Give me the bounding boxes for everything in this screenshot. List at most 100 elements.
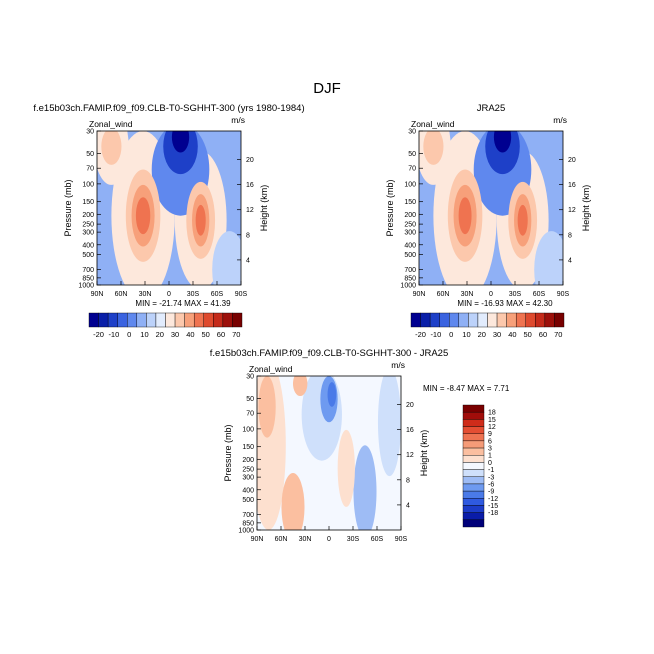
field-contour-12 xyxy=(195,204,206,236)
y-tick-label: 700 xyxy=(242,512,254,519)
x-tick-label: 0 xyxy=(489,291,493,298)
colorbar-swatch xyxy=(477,312,488,328)
field-contour-14 xyxy=(212,231,241,285)
panel-title: f.e15b03ch.FAMIP.f09_f09.CLB-T0-SGHHT-30… xyxy=(210,348,449,359)
colorbar-swatch xyxy=(462,469,485,477)
y-tick-label: 30 xyxy=(408,129,416,136)
colorbar-swatch xyxy=(127,312,138,328)
height-axis-label: Height (km) xyxy=(419,430,429,477)
x-tick-label: 30S xyxy=(347,536,360,543)
colorbar-label: 10 xyxy=(140,330,148,339)
x-tick-label: 0 xyxy=(167,291,171,298)
y-tick-label: 50 xyxy=(86,151,94,158)
y-tick-label: 70 xyxy=(86,166,94,173)
x-tick-label: 30N xyxy=(299,536,312,543)
field-contour-13 xyxy=(101,131,122,165)
x-tick-label: 90S xyxy=(557,291,570,298)
x-tick-label: 90N xyxy=(251,536,264,543)
field-contour-6 xyxy=(353,445,377,530)
colorbar-label: -20 xyxy=(415,330,426,339)
field-contour-6 xyxy=(171,131,190,153)
figure-title: DJF xyxy=(313,80,341,97)
height-tick-label: 20 xyxy=(406,402,414,409)
field-contour-10 xyxy=(377,376,401,477)
chart-panel-1: f.e15b03ch.FAMIP.f09_f09.CLB-T0-SGHHT-30… xyxy=(33,103,304,339)
colorbar-swatch xyxy=(462,505,485,513)
colorbar-swatch xyxy=(193,312,204,328)
y-tick-label: 500 xyxy=(242,497,254,504)
colorbar-label: -1 xyxy=(488,467,494,474)
colorbar-swatch xyxy=(213,312,224,328)
height-tick-label: 4 xyxy=(568,257,572,264)
x-tick-label: 60N xyxy=(437,291,450,298)
y-tick-label: 700 xyxy=(82,267,94,274)
height-tick-label: 20 xyxy=(246,157,254,164)
colorbar-swatch xyxy=(462,476,485,485)
field-contour-13 xyxy=(423,131,444,165)
y-tick-label: 850 xyxy=(82,275,94,282)
colorbar-swatch xyxy=(462,483,485,492)
colorbar-label: 50 xyxy=(201,330,209,339)
y-tick-label: 100 xyxy=(404,181,416,188)
height-tick-label: 8 xyxy=(246,232,250,239)
y-tick-label: 1000 xyxy=(400,283,416,290)
colorbar-label: -3 xyxy=(488,474,494,481)
height-tick-label: 20 xyxy=(568,157,576,164)
colorbar-swatch xyxy=(462,462,485,470)
colorbar-swatch xyxy=(462,433,485,442)
colorbar-swatch xyxy=(165,312,176,328)
colorbar-swatch xyxy=(515,312,526,328)
colorbar-swatch xyxy=(117,312,128,328)
colorbar-swatch xyxy=(506,312,517,328)
panel-title: JRA25 xyxy=(477,103,506,114)
y-tick-label: 500 xyxy=(82,252,94,259)
field-layer xyxy=(257,376,401,530)
colorbar-swatch xyxy=(410,312,421,328)
y-tick-label: 850 xyxy=(242,520,254,527)
x-tick-label: 90S xyxy=(395,536,408,543)
y-tick-label: 250 xyxy=(404,222,416,229)
colorbar-label: 6 xyxy=(488,438,492,445)
colorbar-swatch xyxy=(203,312,214,328)
colorbar-label: 0 xyxy=(488,460,492,467)
colorbar-swatch xyxy=(487,312,498,328)
colorbar-label: 70 xyxy=(554,330,562,339)
y-tick-label: 250 xyxy=(82,222,94,229)
colorbar-swatch xyxy=(232,312,243,328)
colorbar-swatch xyxy=(439,312,450,328)
min-max-stats: MIN = -21.74 MAX = 41.39 xyxy=(135,299,231,308)
y-tick-label: 200 xyxy=(404,212,416,219)
height-tick-label: 8 xyxy=(406,477,410,484)
x-tick-label: 60S xyxy=(371,536,384,543)
field-contour-9 xyxy=(135,197,151,235)
min-max-stats: MIN = -16.93 MAX = 42.30 xyxy=(457,299,553,308)
colorbar-label: -12 xyxy=(488,496,498,503)
colorbar-label: 9 xyxy=(488,431,492,438)
colorbar-label: 70 xyxy=(232,330,240,339)
y-tick-label: 200 xyxy=(242,457,254,464)
colorbar-swatch xyxy=(88,312,99,328)
y-tick-label: 850 xyxy=(404,275,416,282)
y-tick-label: 100 xyxy=(242,426,254,433)
y-tick-label: 700 xyxy=(404,267,416,274)
colorbar-swatch xyxy=(462,519,485,528)
colorbar-label: -20 xyxy=(93,330,104,339)
colorbar-label: 0 xyxy=(127,330,131,339)
colorbar-label: 0 xyxy=(449,330,453,339)
height-tick-label: 12 xyxy=(568,207,576,214)
field-contour-9 xyxy=(458,197,472,235)
colorbar-label: 3 xyxy=(488,446,492,453)
y-tick-label: 30 xyxy=(246,374,254,381)
y-axis-label: Pressure (mb) xyxy=(385,179,395,236)
y-tick-label: 500 xyxy=(404,252,416,259)
colorbar-label: 1 xyxy=(488,453,492,460)
height-tick-label: 12 xyxy=(406,452,414,459)
colorbar-swatch xyxy=(468,312,479,328)
x-tick-label: 60S xyxy=(211,291,224,298)
colorbar-swatch xyxy=(525,312,536,328)
height-tick-label: 12 xyxy=(246,207,254,214)
field-contour-2 xyxy=(258,376,276,438)
field-contour-6 xyxy=(493,131,512,153)
